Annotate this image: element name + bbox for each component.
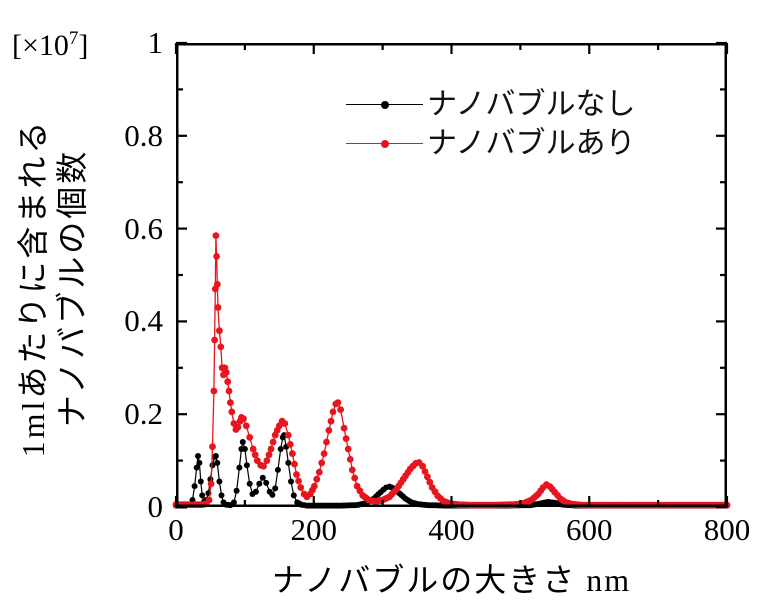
y-tick-label: 1 <box>147 24 164 60</box>
x-tick-labels: 0 200 400 600 800 <box>168 512 750 556</box>
y-axis-unit-suffix: ] <box>78 29 89 62</box>
y-tick-labels: 1 0.8 0.6 0.4 0.2 0 <box>0 27 168 522</box>
legend-item-with-nanobubble: ナノバブルあり <box>346 124 636 163</box>
legend-item-no-nanobubble: ナノバブルなし <box>346 85 636 124</box>
x-tick-label: 400 <box>428 512 475 547</box>
y-axis-unit-prefix: [×10 <box>12 29 69 62</box>
y-tick-label: 0.8 <box>124 117 163 153</box>
y-tick-label: 0.2 <box>124 396 163 432</box>
x-tick-label: 800 <box>703 512 751 547</box>
legend: ナノバブルなし ナノバブルあり <box>346 85 636 163</box>
y-tick-label: 0.6 <box>124 210 163 246</box>
legend-dot-icon <box>380 140 389 148</box>
plot-area: ナノバブルなし ナノバブルあり <box>172 41 731 509</box>
legend-label: ナノバブルなし <box>427 87 636 121</box>
x-tick-label: 0 <box>168 512 184 547</box>
x-axis-title: ナノバブルの大きさ nm <box>271 562 632 598</box>
y-tick-label: 0 <box>147 488 164 524</box>
legend-line-marker <box>346 140 423 148</box>
legend-line-marker <box>346 101 423 109</box>
y-tick-label: 0.4 <box>124 303 163 339</box>
legend-dot-icon <box>380 101 389 109</box>
plot-canvas <box>172 41 731 509</box>
x-tick-label: 600 <box>566 512 613 547</box>
legend-label: ナノバブルあり <box>427 126 636 160</box>
x-tick-label: 200 <box>290 512 338 547</box>
y-axis-unit-label: [×107] <box>12 28 88 63</box>
y-axis-unit-exponent: 7 <box>68 28 79 49</box>
